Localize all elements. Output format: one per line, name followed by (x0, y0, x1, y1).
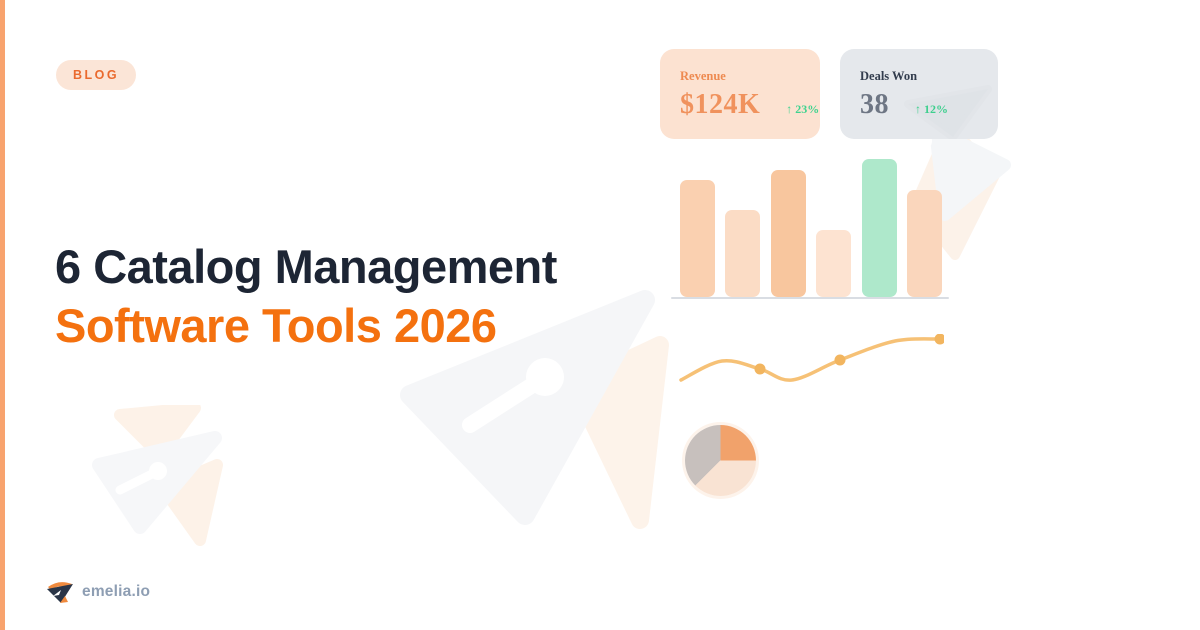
bar-6 (907, 190, 942, 297)
stat-value: 38 (860, 89, 889, 120)
brand-name: emelia.io (82, 583, 151, 600)
stat-card-revenue: Revenue $124K ↑ 23% (660, 49, 820, 139)
stat-label: Deals Won (860, 69, 918, 83)
line-chart (679, 334, 944, 382)
page-title: 6 Catalog Management Software Tools 2026 (55, 237, 557, 355)
line-path (679, 337, 942, 382)
stat-value: $124K (680, 89, 761, 120)
bar-chart (680, 159, 942, 298)
stat-delta: ↑ 12% (915, 102, 948, 116)
bar-5 (861, 159, 897, 297)
left-accent-strip (0, 0, 5, 630)
stat-delta: ↑ 23% (786, 102, 820, 116)
bar-1 (680, 180, 715, 297)
line-dots (754, 334, 944, 375)
bar-2 (725, 210, 761, 297)
stat-card-deals-won: Deals Won 38 ↑ 12% (840, 49, 998, 139)
title-line-1: 6 Catalog Management (55, 240, 557, 293)
bar-4 (816, 230, 852, 297)
bar-3 (770, 170, 806, 297)
footer-brand: emelia.io (45, 578, 150, 606)
logo-paper-plane-icon (47, 582, 73, 603)
blog-badge-label: BLOG (73, 68, 120, 82)
title-line-2: Software Tools 2026 (55, 299, 497, 352)
blog-badge: BLOG (56, 60, 137, 90)
paper-plane-decoration-left (92, 405, 223, 546)
stat-label: Revenue (680, 69, 726, 83)
bar-chart-baseline (671, 297, 949, 299)
pie-chart (685, 425, 756, 496)
